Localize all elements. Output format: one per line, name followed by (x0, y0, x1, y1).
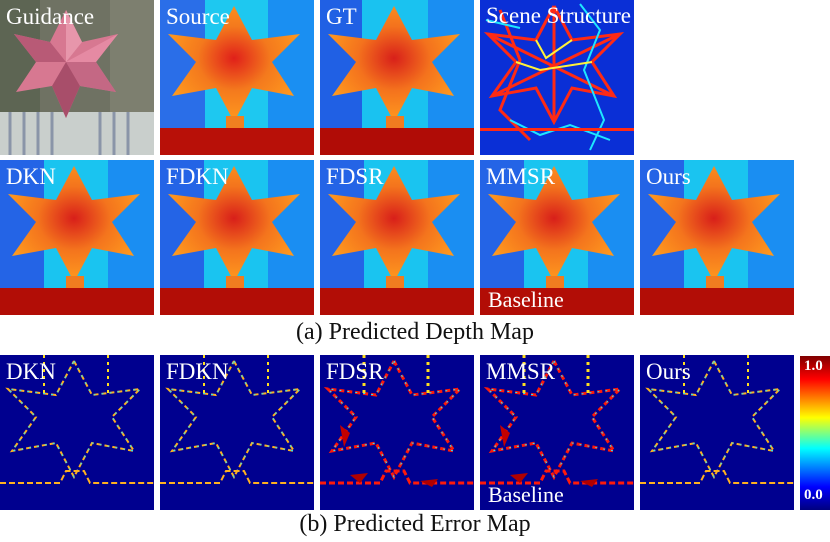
predicted-error-image (160, 355, 314, 510)
scene-structure-label: Scene Structure (486, 3, 631, 28)
depth-map-panel: Ours (640, 160, 794, 315)
depth-method-label: MMSR (486, 164, 556, 189)
colorbar-min-label: 0.0 (804, 487, 823, 503)
error-map-panel: Ours (640, 355, 794, 510)
source-depth-panel: Source (160, 0, 314, 155)
predicted-depth-image (640, 160, 794, 315)
depth-method-label: FDSR (326, 164, 384, 189)
predicted-error-image (0, 355, 154, 510)
baseline-label: Baseline (488, 287, 564, 312)
error-colorbar (800, 356, 830, 510)
guidance-rgb-image (0, 0, 154, 155)
predicted-depth-image (160, 160, 314, 315)
predicted-depth-image (0, 160, 154, 315)
depth-map-panel: DKN (0, 160, 154, 315)
predicted-depth-image (480, 160, 634, 315)
source-depth-image (160, 0, 314, 155)
caption-error: (b) Predicted Error Map (299, 511, 531, 537)
predicted-error-image (480, 355, 634, 510)
predicted-error-image (320, 355, 474, 510)
depth-method-label: Ours (646, 164, 691, 189)
depth-map-panel: FDSR (320, 160, 474, 315)
error-map-panel: FDKN (160, 355, 314, 510)
gt-depth-image (320, 0, 474, 155)
scene-structure-image (480, 0, 634, 155)
error-map-panel: FDSR (320, 355, 474, 510)
predicted-error-image (640, 355, 794, 510)
error-map-panel: DKN (0, 355, 154, 510)
depth-map-panel: FDKN (160, 160, 314, 315)
error-method-label: DKN (6, 359, 56, 384)
depth-method-label: DKN (6, 164, 56, 189)
error-method-label: MMSR (486, 359, 556, 384)
source-label: Source (166, 4, 230, 29)
gt-depth-panel: GT (320, 0, 474, 155)
error-map-panel: MMSR Baseline (480, 355, 634, 510)
caption-depth: (a) Predicted Depth Map (296, 319, 534, 345)
gt-label: GT (326, 4, 357, 29)
predicted-depth-image (320, 160, 474, 315)
depth-map-panel: MMSR Baseline (480, 160, 634, 315)
guidance-label: Guidance (6, 4, 95, 29)
guidance-image-panel: Guidance (0, 0, 154, 155)
colorbar-max-label: 1.0 (804, 358, 823, 374)
error-method-label: Ours (646, 359, 691, 384)
scene-structure-panel: Scene Structure (480, 0, 634, 155)
depth-method-label: FDKN (166, 164, 229, 189)
baseline-label: Baseline (488, 482, 564, 507)
error-method-label: FDSR (326, 359, 384, 384)
error-method-label: FDKN (166, 359, 229, 384)
